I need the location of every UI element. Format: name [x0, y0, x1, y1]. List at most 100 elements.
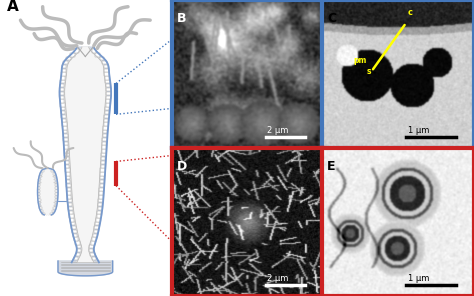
Bar — [55, 199, 57, 201]
Bar — [61, 111, 65, 114]
Bar — [60, 88, 64, 91]
Bar — [98, 203, 102, 206]
Bar — [105, 80, 109, 83]
Bar — [75, 253, 80, 256]
Bar — [94, 226, 99, 229]
Bar — [62, 65, 66, 68]
Bar — [42, 170, 44, 172]
Bar — [92, 257, 96, 260]
Bar — [72, 226, 76, 229]
Bar — [66, 180, 71, 183]
Bar — [100, 180, 104, 183]
Bar — [103, 134, 107, 137]
Bar — [61, 76, 65, 80]
Bar — [65, 161, 69, 164]
Text: C: C — [328, 12, 337, 25]
Text: E: E — [328, 160, 336, 173]
Bar — [100, 176, 104, 179]
Bar — [66, 184, 71, 187]
Bar — [89, 249, 93, 252]
Bar — [64, 145, 68, 149]
Bar — [91, 241, 95, 244]
Bar — [96, 218, 100, 222]
Bar — [60, 103, 64, 107]
Text: 2 μm: 2 μm — [267, 126, 288, 135]
Bar — [54, 202, 57, 203]
Bar — [76, 245, 81, 248]
Bar — [41, 210, 43, 212]
Bar — [54, 176, 56, 178]
Bar — [91, 49, 96, 53]
Bar — [64, 138, 68, 141]
Bar — [60, 99, 64, 103]
Bar — [100, 168, 105, 172]
Bar — [106, 88, 110, 91]
Bar — [98, 207, 102, 210]
Bar — [89, 245, 94, 248]
Bar — [55, 196, 57, 198]
Text: B: B — [177, 12, 186, 25]
Bar — [101, 161, 105, 164]
Bar — [37, 193, 40, 195]
Bar — [104, 118, 108, 122]
Bar — [102, 145, 106, 149]
Bar — [69, 215, 73, 218]
Bar — [104, 65, 108, 68]
Polygon shape — [58, 261, 113, 276]
Bar — [105, 107, 109, 110]
Bar — [102, 141, 106, 145]
Bar — [71, 53, 75, 57]
Bar — [104, 122, 108, 126]
Bar — [37, 187, 40, 189]
Bar — [102, 138, 107, 141]
Polygon shape — [60, 47, 111, 262]
Bar — [51, 170, 54, 172]
Bar — [40, 173, 43, 175]
Bar — [101, 153, 106, 156]
Bar — [65, 168, 70, 172]
Bar — [64, 157, 69, 160]
Polygon shape — [64, 47, 106, 262]
Bar — [101, 165, 105, 168]
Bar — [106, 92, 110, 95]
Bar — [67, 192, 71, 195]
Bar — [103, 130, 107, 133]
Bar — [73, 234, 77, 237]
Bar — [105, 111, 109, 114]
Bar — [106, 84, 110, 87]
Bar — [104, 73, 109, 76]
Bar — [66, 176, 70, 179]
Text: s: s — [367, 67, 371, 76]
Bar — [64, 149, 69, 152]
Bar — [38, 199, 41, 201]
Bar — [39, 207, 42, 209]
Bar — [106, 96, 110, 99]
Bar — [63, 134, 67, 137]
Bar — [60, 96, 64, 99]
Bar — [68, 207, 73, 210]
Bar — [55, 181, 57, 183]
Bar — [100, 57, 104, 60]
Bar — [66, 57, 71, 60]
Bar — [103, 126, 108, 130]
Bar — [92, 237, 96, 241]
Bar — [100, 172, 105, 176]
Bar — [42, 213, 45, 215]
Bar — [50, 213, 53, 215]
Bar — [37, 190, 40, 192]
Bar — [39, 176, 42, 178]
Bar — [38, 202, 41, 203]
Bar — [71, 222, 75, 226]
Bar — [67, 199, 72, 202]
Bar — [94, 230, 98, 233]
Bar — [99, 199, 103, 202]
Bar — [54, 205, 56, 206]
Bar — [64, 141, 68, 145]
Bar — [100, 184, 104, 187]
Bar — [70, 218, 74, 222]
Bar — [64, 61, 68, 64]
Bar — [39, 205, 41, 206]
Bar — [105, 76, 109, 80]
Text: 1 μm: 1 μm — [408, 126, 429, 135]
Bar — [53, 207, 56, 209]
